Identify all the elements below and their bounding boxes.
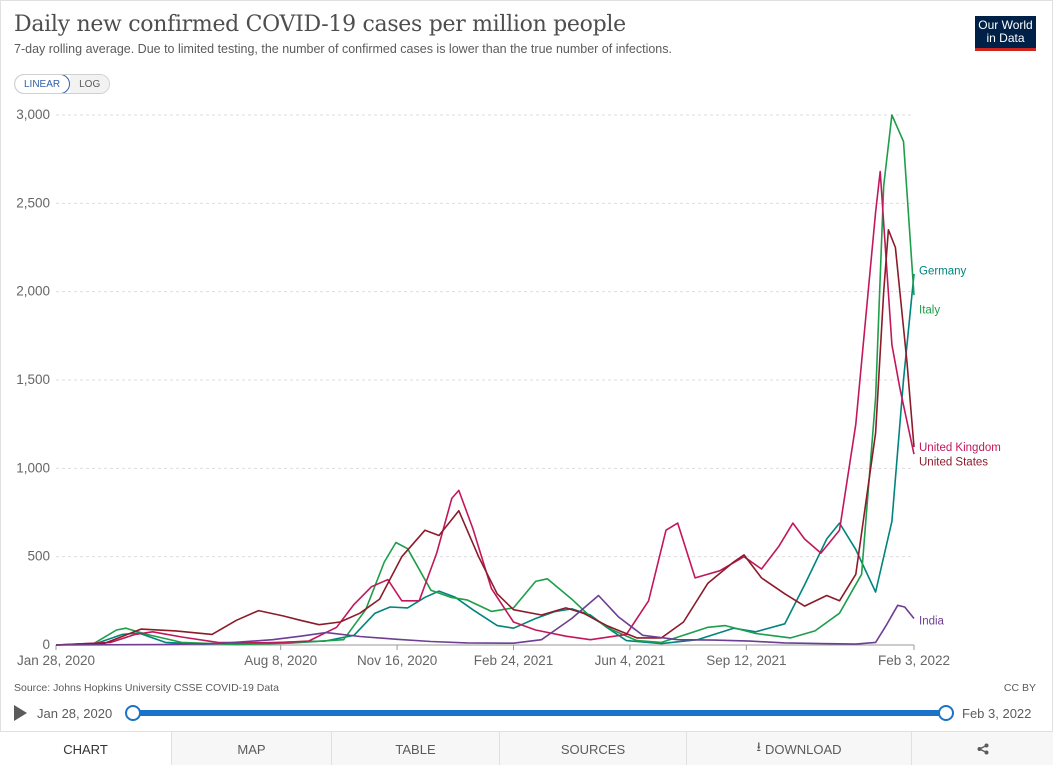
x-tick-label: Jan 28, 2020 bbox=[17, 653, 95, 668]
tab-bar: CHART MAP TABLE SOURCES ⭳ DOWNLOAD bbox=[0, 731, 1053, 765]
x-tick-label: Feb 3, 2022 bbox=[878, 653, 950, 668]
timeline-start-label: Jan 28, 2020 bbox=[37, 706, 113, 721]
series-line-india[interactable] bbox=[55, 594, 915, 646]
tab-table[interactable]: TABLE bbox=[331, 732, 499, 765]
chart-title: Daily new confirmed COVID-19 cases per m… bbox=[14, 12, 626, 37]
y-tick-label: 3,000 bbox=[16, 107, 50, 122]
series-lines bbox=[55, 114, 915, 646]
logo-line-2: in Data bbox=[986, 31, 1025, 45]
y-tick-label: 2,000 bbox=[16, 284, 50, 299]
x-tick-label: Sep 12, 2021 bbox=[706, 653, 786, 668]
y-axis-ticks: 0 500 1,000 1,500 2,000 2,500 3,000 bbox=[16, 107, 50, 652]
license-link[interactable]: CC BY bbox=[1003, 682, 1036, 694]
linear-scale-button[interactable]: LINEAR bbox=[15, 75, 71, 93]
series-line-germany[interactable] bbox=[55, 273, 915, 646]
tab-download[interactable]: ⭳ DOWNLOAD bbox=[686, 732, 911, 765]
log-scale-button[interactable]: LOG bbox=[70, 75, 110, 93]
series-line-united-kingdom[interactable] bbox=[55, 170, 915, 646]
share-icon bbox=[977, 743, 988, 755]
tab-share[interactable] bbox=[911, 732, 1053, 765]
series-label[interactable]: United Kingdom bbox=[919, 442, 1001, 454]
x-tick-label: Jun 4, 2021 bbox=[595, 653, 666, 668]
download-icon: ⭳ bbox=[756, 739, 761, 754]
series-label[interactable]: Italy bbox=[919, 304, 940, 316]
x-tick-label: Nov 16, 2020 bbox=[357, 653, 437, 668]
timeline-end-handle[interactable] bbox=[938, 705, 954, 721]
timeline-track[interactable] bbox=[133, 710, 946, 716]
x-axis-ticks: Jan 28, 2020 Aug 8, 2020 Nov 16, 2020 Feb 2… bbox=[17, 645, 950, 668]
chart-subtitle: 7-day rolling average. Due to limited te… bbox=[14, 42, 672, 56]
y-tick-label: 1,000 bbox=[16, 460, 50, 475]
logo-line-1: Our World bbox=[978, 18, 1033, 32]
scale-toggle: LINEAR LOG bbox=[14, 74, 111, 94]
tab-map[interactable]: MAP bbox=[171, 732, 331, 765]
y-tick-label: 0 bbox=[42, 637, 50, 652]
source-note: Source: Johns Hopkins University CSSE CO… bbox=[14, 682, 279, 694]
owid-logo[interactable]: Our World in Data bbox=[975, 16, 1036, 51]
series-line-united-states[interactable] bbox=[55, 229, 915, 646]
series-labels: Germany Italy United Kingdom United States I… bbox=[919, 265, 1001, 627]
tab-chart[interactable]: CHART bbox=[0, 732, 171, 765]
y-tick-label: 500 bbox=[27, 549, 50, 564]
line-chart: 0 500 1,000 1,500 2,000 2,500 3,000 Jan 28, 20… bbox=[16, 107, 1001, 668]
play-button[interactable] bbox=[14, 705, 27, 721]
x-tick-label: Feb 24, 2021 bbox=[474, 653, 554, 668]
timeline-end-label: Feb 3, 2022 bbox=[962, 706, 1032, 721]
y-tick-label: 1,500 bbox=[16, 372, 50, 387]
timeline-start-handle[interactable] bbox=[125, 705, 141, 721]
y-tick-label: 2,500 bbox=[16, 195, 50, 210]
series-label[interactable]: Germany bbox=[919, 265, 967, 277]
tab-sources[interactable]: SOURCES bbox=[499, 732, 686, 765]
x-tick-label: Aug 8, 2020 bbox=[244, 653, 317, 668]
series-label[interactable]: United States bbox=[919, 456, 988, 468]
series-label[interactable]: India bbox=[919, 615, 945, 627]
tab-download-label: DOWNLOAD bbox=[765, 741, 842, 757]
series-line-italy[interactable] bbox=[55, 114, 915, 646]
